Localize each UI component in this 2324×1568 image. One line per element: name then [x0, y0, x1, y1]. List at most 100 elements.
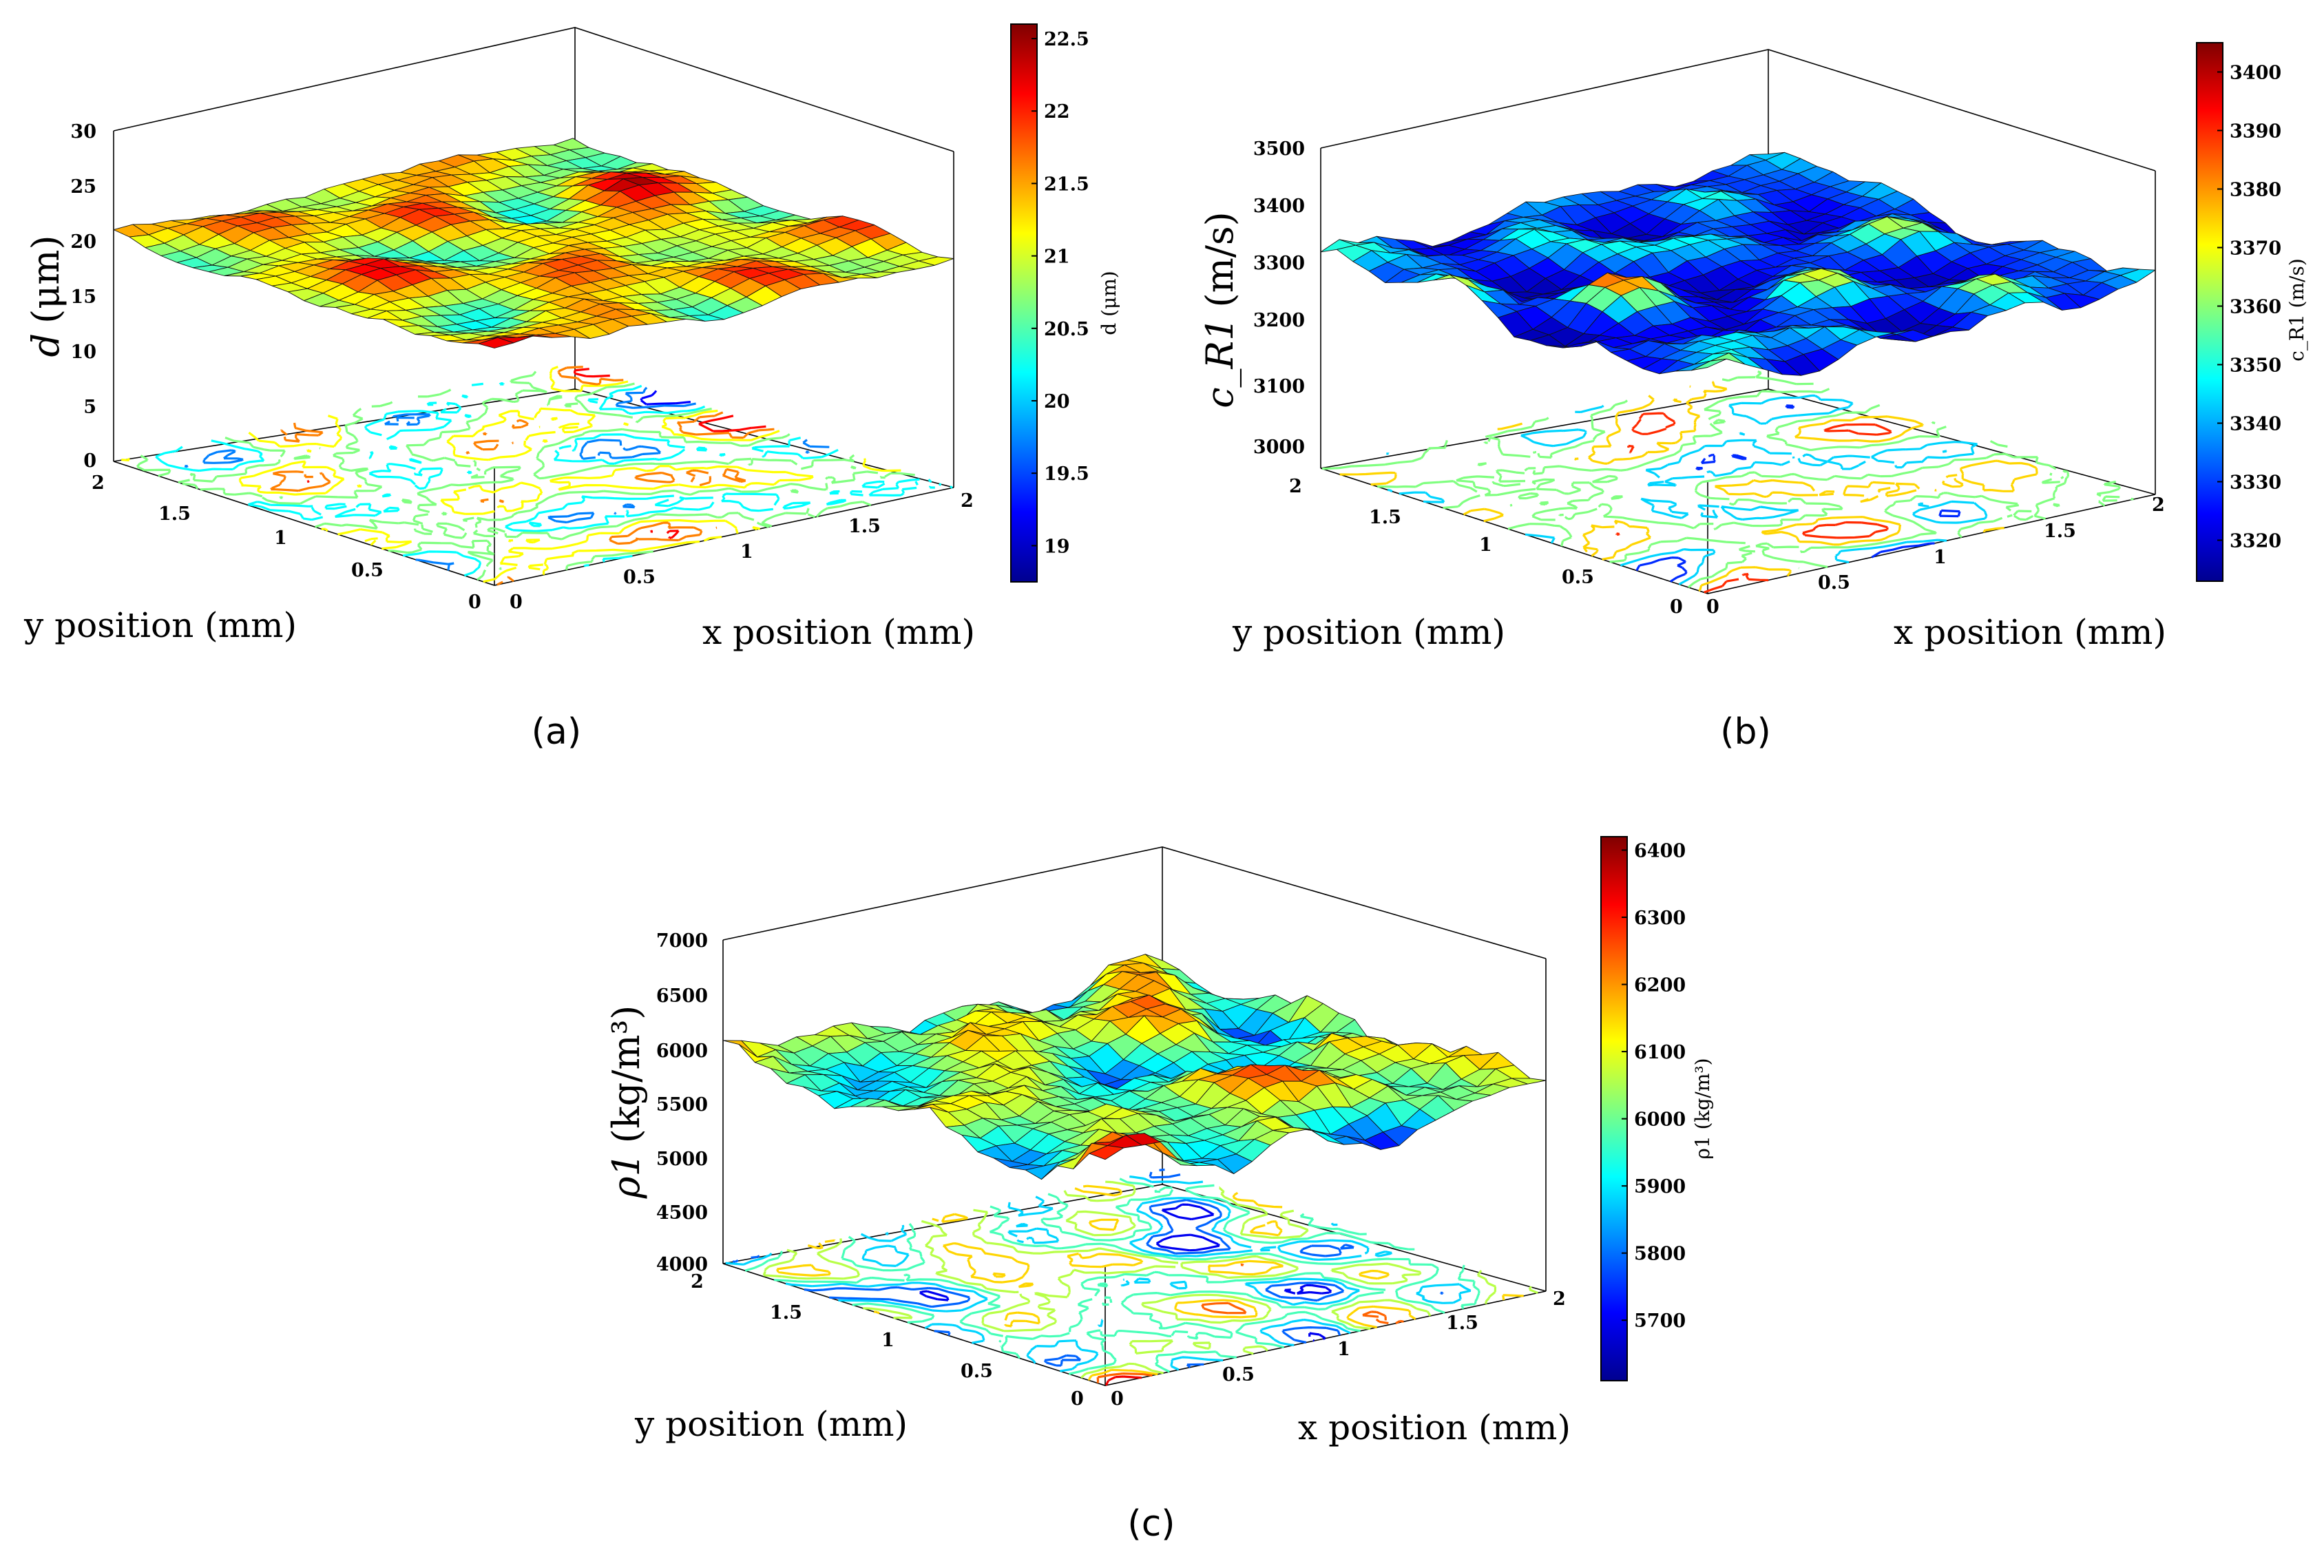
- z-tick: 3000: [1253, 437, 1305, 458]
- contour-line: [919, 1203, 1332, 1342]
- contour-line: [762, 1180, 1538, 1379]
- contour-line: [270, 366, 775, 586]
- panel-c: 7000 6500 6000 5500 5000 4500 4000 ρ1(kg…: [605, 836, 1714, 1545]
- surface-patch: [478, 337, 514, 348]
- x-tick: 1: [1934, 547, 1947, 568]
- contour-line: [1635, 404, 1961, 583]
- surface-plot-a: [113, 138, 954, 348]
- axis-box-a: [113, 27, 954, 586]
- y-ticks-c: 2 1.5 1 0.5 0: [691, 1271, 1084, 1410]
- contour-line: [1096, 1263, 1404, 1384]
- contour-line: [184, 386, 830, 572]
- colorbar-tick: 21: [1044, 247, 1070, 268]
- colorbar-label-c: ρ1 (kg/m³): [1691, 1058, 1714, 1159]
- contour-line: [155, 382, 953, 577]
- y-tick: 2: [92, 472, 105, 494]
- z-tick: 10: [70, 342, 96, 363]
- colorbar-c: 5700 5800 5900 6000 6100 6200 6300 6400 ρ1 (kg/…: [1600, 836, 1714, 1381]
- y-axis-label-b: y position (mm): [1232, 612, 1505, 652]
- colorbar-tick: 3380: [2230, 180, 2281, 201]
- colorbar-label-b: c_R1 (m/s): [2285, 258, 2308, 362]
- colorbar-tick: 5900: [1634, 1176, 1686, 1198]
- contour-line: [775, 1184, 1524, 1381]
- y-ticks-a: 2 1.5 1 0.5 0: [92, 472, 481, 613]
- x-tick: 2: [1553, 1288, 1566, 1310]
- colorbar-tick: 3330: [2230, 472, 2281, 494]
- y-tick: 0.5: [961, 1361, 993, 1382]
- z-axis-label-a: d(μm): [24, 235, 67, 357]
- x-ticks-b: 0 0.5 1 1.5 2: [1706, 494, 2165, 618]
- x-tick: 1.5: [848, 516, 881, 537]
- z-tick: 0: [83, 450, 96, 472]
- z-tick: 3100: [1253, 376, 1305, 397]
- z-tick: 3200: [1253, 310, 1305, 331]
- contour-line: [1322, 370, 2134, 589]
- contour-line: [640, 390, 691, 406]
- colorbar-tick: 6100: [1634, 1042, 1686, 1063]
- z-axis-label-b: c_R1(m/s): [1198, 211, 1242, 408]
- y-tick: 0.5: [351, 560, 384, 581]
- colorbar-tick: 3340: [2230, 414, 2281, 435]
- x-tick: 0: [1111, 1388, 1124, 1410]
- z-ticks-a: 30 25 20 15 10 5 0: [70, 121, 96, 472]
- z-tick: 3300: [1253, 253, 1305, 274]
- contour-line: [1105, 1375, 1142, 1386]
- z-tick: 15: [70, 286, 96, 308]
- y-tick: 1.5: [770, 1302, 802, 1324]
- contour-plot-c: [725, 1168, 1538, 1386]
- surface-plot-c: [722, 954, 1547, 1180]
- colorbar-tick: 6300: [1634, 908, 1686, 929]
- x-tick: 0.5: [623, 567, 656, 588]
- x-axis-label-a: x position (mm): [702, 612, 975, 652]
- y-ticks-b: 2 1.5 1 0.5 0: [1289, 476, 1683, 618]
- x-ticks-c: 0 0.5 1 1.5 2: [1111, 1288, 1566, 1410]
- y-tick: 1.5: [158, 503, 191, 525]
- colorbar-tick: 20.5: [1044, 319, 1089, 340]
- x-axis-label-b: x position (mm): [1894, 612, 2166, 652]
- z-tick: 4500: [656, 1202, 708, 1224]
- colorbar-tick: 6400: [1634, 841, 1686, 862]
- x-tick: 0.5: [1222, 1364, 1255, 1386]
- x-tick: 2: [2152, 494, 2165, 516]
- y-tick: 1: [1479, 534, 1492, 556]
- contour-plot-b: [1322, 370, 2134, 594]
- colorbar-tick: 3370: [2230, 238, 2281, 260]
- colorbar-label-a: d (μm): [1098, 271, 1120, 335]
- colorbar-gradient-c: [1601, 837, 1627, 1381]
- y-axis-label-a: y position (mm): [23, 605, 297, 645]
- contour-plot-a: [121, 366, 953, 586]
- z-axis-label-c: ρ1(kg/m³): [605, 1005, 648, 1200]
- x-tick: 1.5: [1446, 1313, 1478, 1334]
- x-tick: 1: [1337, 1339, 1350, 1360]
- contour-line: [733, 1168, 1444, 1368]
- y-tick: 2: [1289, 476, 1302, 497]
- x-tick: 1.5: [2044, 521, 2076, 542]
- colorbar-tick: 3400: [2230, 63, 2281, 84]
- colorbar-tick: 3360: [2230, 297, 2281, 318]
- x-ticks-a: 0 0.5 1 1.5 2: [510, 490, 974, 613]
- colorbar-tick: 6200: [1634, 975, 1686, 996]
- y-tick: 0.5: [1562, 567, 1594, 588]
- panel-a: 30 25 20 15 10 5 0 d(μm) 2 1.5 1 0.5 0 0…: [23, 23, 1120, 753]
- colorbar-tick: 22.5: [1044, 29, 1089, 50]
- z-tick: 25: [70, 176, 96, 198]
- colorbar-tick: 21.5: [1044, 174, 1089, 195]
- colorbar-tick: 3320: [2230, 531, 2281, 552]
- z-tick: 4000: [656, 1254, 708, 1275]
- panel-b: 3500 3400 3300 3200 3100 3000 c_R1(m/s) …: [1198, 42, 2308, 753]
- z-tick: 5: [83, 397, 96, 418]
- contour-line: [744, 1178, 1480, 1375]
- y-tick: 0: [468, 592, 481, 613]
- x-tick: 0: [510, 592, 523, 613]
- colorbar-tick: 20: [1044, 391, 1070, 412]
- colorbar-gradient-b: [2197, 43, 2223, 581]
- z-tick: 30: [70, 121, 96, 143]
- x-axis-label-c: x position (mm): [1298, 1408, 1571, 1447]
- colorbar-tick: 19: [1044, 536, 1070, 557]
- z-tick: 5500: [656, 1094, 708, 1116]
- axis-box-c: [722, 846, 1547, 1386]
- colorbar-tick: 5700: [1634, 1310, 1686, 1332]
- y-tick: 1.5: [1369, 507, 1401, 528]
- z-tick: 3500: [1253, 138, 1305, 160]
